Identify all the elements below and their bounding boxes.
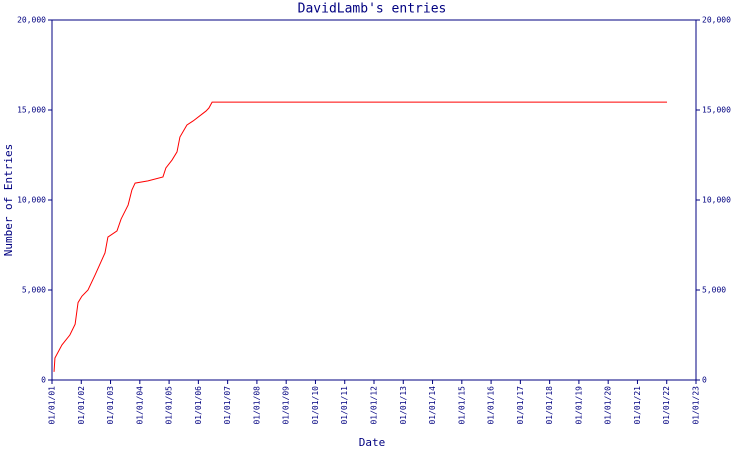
x-tick-label: 01/01/11 [340, 386, 349, 425]
y-axis-label: Number of Entries [2, 144, 15, 257]
x-tick-label: 01/01/18 [545, 386, 554, 425]
x-tick-label: 01/01/20 [604, 386, 613, 425]
x-tick-label: 01/01/13 [399, 386, 408, 425]
y-tick-label: 15,000 [17, 106, 46, 115]
x-tick-label: 01/01/09 [282, 386, 291, 425]
y-tick-label: 5,000 [22, 286, 46, 295]
x-tick-label: 01/01/23 [692, 386, 701, 425]
y2-tick-label: 0 [702, 376, 707, 385]
y-tick-label: 0 [41, 376, 46, 385]
x-tick-label: 01/01/17 [516, 386, 525, 425]
x-tick-label: 01/01/03 [106, 386, 115, 425]
y-tick-label: 10,000 [17, 196, 46, 205]
x-tick-label: 01/01/01 [48, 386, 57, 425]
y2-tick-label: 15,000 [702, 106, 731, 115]
x-tick-label: 01/01/05 [165, 386, 174, 425]
x-tick-label: 01/01/21 [633, 386, 642, 425]
x-tick-label: 01/01/19 [574, 386, 583, 425]
x-tick-label: 01/01/04 [135, 386, 144, 425]
x-tick-label: 01/01/10 [311, 386, 320, 425]
x-tick-label: 01/01/12 [370, 386, 379, 425]
x-tick-label: 01/01/07 [223, 386, 232, 425]
y2-tick-label: 5,000 [702, 286, 726, 295]
x-tick-label: 01/01/08 [252, 386, 261, 425]
data-line [53, 101, 668, 372]
x-tick-label: 01/01/14 [428, 386, 437, 425]
x-tick-label: 01/01/02 [77, 386, 86, 425]
x-axis-label: Date [359, 436, 386, 449]
x-tick-label: 01/01/16 [487, 386, 496, 425]
x-tick-label: 01/01/22 [662, 386, 671, 425]
chart-title: DavidLamb's entries [298, 2, 447, 17]
x-tick-label: 01/01/06 [194, 386, 203, 425]
y2-tick-label: 20,000 [702, 16, 731, 25]
y2-tick-label: 10,000 [702, 196, 731, 205]
x-tick-label: 01/01/15 [457, 386, 466, 425]
y-tick-label: 20,000 [17, 16, 46, 25]
